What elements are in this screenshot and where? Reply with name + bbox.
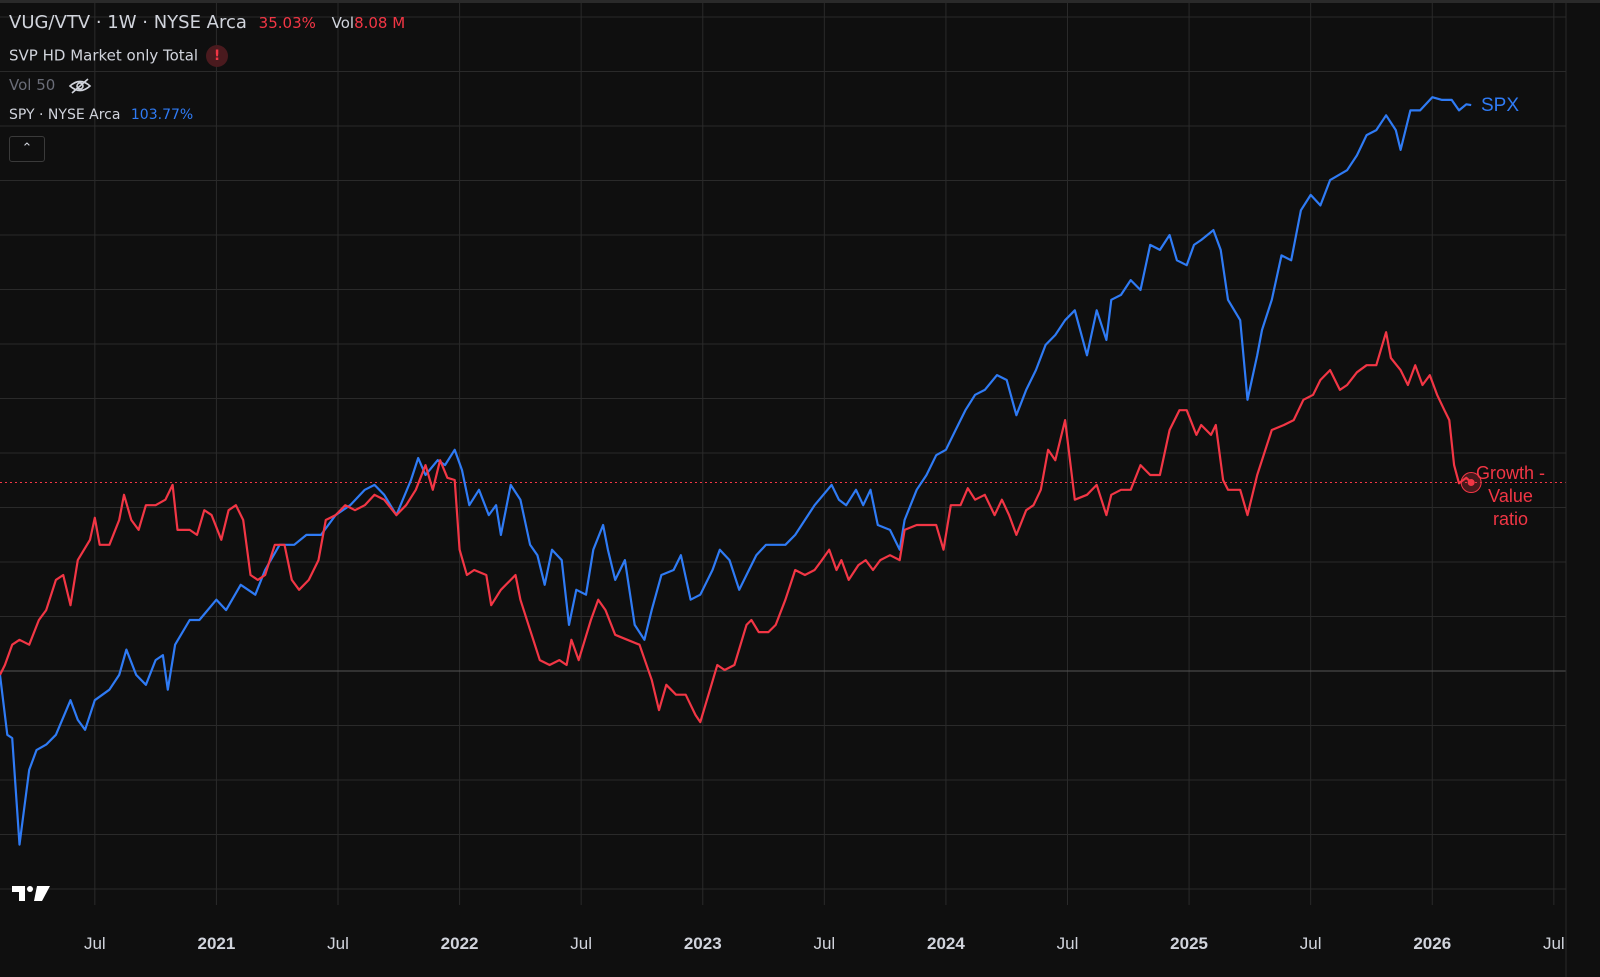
- chevron-up-icon: ⌃: [21, 141, 33, 156]
- ratio-label-line: ratio: [1493, 509, 1529, 529]
- growth-value-ratio-label: Growth - Value ratio: [1476, 462, 1545, 531]
- svp-label: SVP HD Market only Total: [9, 46, 199, 65]
- warning-icon[interactable]: !: [206, 45, 229, 67]
- main-series-legend[interactable]: VUG/VTV · 1W · NYSE Arca 35.03% Vol8.08 …: [9, 12, 405, 33]
- last-point-dot: [1467, 479, 1475, 487]
- x-tick-label: 2022: [441, 934, 479, 953]
- grid-lines: [0, 0, 1566, 905]
- x-tick-label: 2025: [1170, 934, 1208, 953]
- compare-change: 103.77%: [130, 107, 194, 123]
- growth-value-ratio-line: [0, 331, 1472, 724]
- main-change: 35.03%: [258, 14, 316, 32]
- svp-indicator-legend[interactable]: SVP HD Market only Total!: [9, 45, 229, 67]
- x-tick-label: Jul: [1543, 934, 1565, 953]
- ratio-label-line: Value: [1488, 486, 1533, 506]
- x-tick-label: Jul: [1300, 934, 1322, 953]
- x-tick-label: 2026: [1413, 934, 1451, 953]
- x-tick-label: 2021: [198, 934, 236, 953]
- x-tick-label: 2023: [684, 934, 722, 953]
- ratio-label-line: Growth -: [1476, 463, 1546, 483]
- top-border: [0, 0, 1600, 3]
- spx-line: [0, 96, 1472, 846]
- x-tick-label: Jul: [1057, 934, 1079, 953]
- x-tick-label: Jul: [813, 934, 835, 953]
- series-group: [0, 96, 1472, 846]
- compare-symbol: SPY · NYSE Arca: [9, 107, 121, 123]
- x-axis-labels: Jul 2021 Jul 2022 Jul 2023 Jul 2024 Jul 2025 Jul 20…: [84, 934, 1565, 953]
- x-tick-label: Jul: [84, 934, 106, 953]
- eye-off-icon[interactable]: [68, 77, 92, 95]
- x-tick-label: Jul: [570, 934, 592, 953]
- x-tick-label: 2024: [927, 934, 965, 953]
- vol-label: Vol: [331, 14, 355, 32]
- compare-series-legend[interactable]: SPY · NYSE Arca 103.77%: [9, 107, 193, 123]
- main-symbol: VUG/VTV · 1W · NYSE Arca: [9, 12, 247, 33]
- vol-value: 8.08 M: [354, 14, 406, 32]
- last-point-marker: [1460, 472, 1482, 494]
- spx-label: SPX: [1481, 95, 1520, 116]
- vol50-label: Vol 50: [9, 76, 56, 94]
- x-tick-label: Jul: [327, 934, 349, 953]
- collapse-legend-button[interactable]: ⌃: [9, 136, 45, 162]
- tradingview-logo[interactable]: [12, 884, 52, 904]
- vol-indicator-legend[interactable]: Vol 50: [9, 76, 92, 95]
